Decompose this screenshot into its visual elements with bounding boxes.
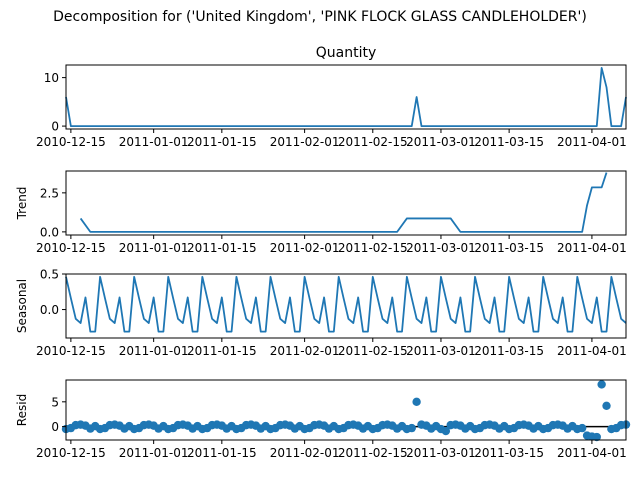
x-tick-label: 2011-02-01 — [270, 344, 340, 358]
x-tick-label: 2011-01-15 — [187, 446, 257, 460]
y-tick-label: 0 — [51, 120, 59, 134]
x-tick-label: 2011-01-01 — [119, 241, 189, 255]
series-line — [65, 67, 627, 127]
y-axis-label: Trend — [15, 187, 29, 221]
x-tick-label: 2011-03-01 — [406, 241, 476, 255]
x-tick-label: 2011-01-15 — [187, 135, 257, 149]
x-tick-label: 2011-03-15 — [474, 446, 544, 460]
y-tick-label: 0.0 — [40, 225, 59, 239]
x-tick-label: 2011-03-01 — [406, 446, 476, 460]
resid-point — [412, 397, 421, 407]
axes-frame — [65, 379, 627, 441]
x-tick-label: 2011-01-01 — [119, 135, 189, 149]
axes-frame — [65, 170, 627, 236]
axes-frame — [65, 64, 627, 130]
resid-point — [602, 401, 611, 410]
x-tick-label: 2010-12-15 — [36, 135, 106, 149]
x-tick-label: 2011-01-01 — [119, 446, 189, 460]
axes-title: Quantity — [316, 45, 377, 61]
x-tick-label: 2011-02-15 — [338, 446, 408, 460]
x-tick-label: 2011-02-15 — [338, 344, 408, 358]
resid-point — [407, 423, 416, 433]
y-tick-label: 0 — [51, 420, 59, 434]
x-tick-label: 2011-02-15 — [338, 135, 408, 149]
x-tick-label: 2011-01-01 — [119, 344, 189, 358]
resid-point — [597, 380, 606, 389]
y-tick-label: 0.5 — [40, 268, 59, 282]
series-line — [79, 172, 608, 233]
x-tick-label: 2011-02-01 — [270, 241, 340, 255]
y-axis-label: Seasonal — [15, 279, 29, 333]
x-tick-label: 2011-01-15 — [187, 344, 257, 358]
y-tick-label: 0.0 — [40, 303, 59, 317]
y-axis-label: Resid — [15, 394, 29, 426]
axes-frame — [65, 273, 627, 339]
x-tick-label: 2010-12-15 — [36, 241, 106, 255]
x-tick-label: 2011-04-01 — [557, 446, 627, 460]
x-tick-label: 2011-02-01 — [270, 446, 340, 460]
y-tick-label: 5 — [51, 395, 59, 409]
x-tick-label: 2011-02-01 — [270, 135, 340, 149]
x-tick-label: 2011-04-01 — [557, 344, 627, 358]
resid-point — [592, 432, 601, 442]
x-tick-label: 2011-03-15 — [474, 241, 544, 255]
resid-point — [441, 426, 451, 436]
x-tick-label: 2010-12-15 — [36, 446, 106, 460]
x-tick-label: 2011-03-01 — [406, 344, 476, 358]
y-tick-label: 10 — [44, 71, 59, 85]
series-line — [65, 275, 627, 333]
x-tick-label: 2010-12-15 — [36, 344, 106, 358]
x-tick-label: 2011-03-15 — [474, 135, 544, 149]
x-tick-label: 2011-04-01 — [557, 135, 627, 149]
x-tick-label: 2011-03-01 — [406, 135, 476, 149]
y-tick-label: 2.5 — [40, 186, 59, 200]
x-tick-label: 2011-03-15 — [474, 344, 544, 358]
resid-point — [577, 423, 587, 433]
x-tick-label: 2011-02-15 — [338, 241, 408, 255]
figure-suptitle: Decomposition for ('United Kingdom', 'PI… — [53, 9, 587, 25]
x-tick-label: 2011-01-15 — [187, 241, 257, 255]
x-tick-label: 2011-04-01 — [557, 241, 627, 255]
